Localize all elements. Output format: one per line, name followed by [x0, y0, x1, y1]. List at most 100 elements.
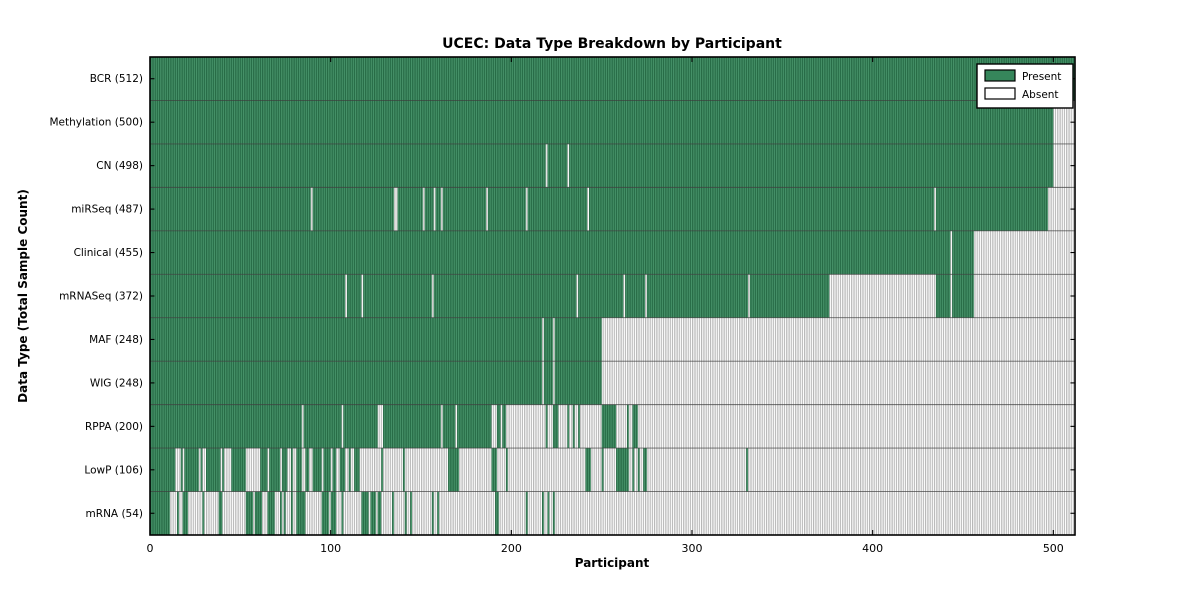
present-segment	[589, 187, 935, 231]
present-segment	[283, 491, 286, 535]
present-segment	[525, 491, 528, 535]
present-segment	[177, 491, 179, 535]
legend-label-present: Present	[1022, 71, 1061, 83]
row-mRNASeq	[150, 274, 974, 318]
chart-title: UCEC: Data Type Breakdown by Participant	[442, 36, 782, 52]
present-segment	[377, 491, 382, 535]
row-BCR	[150, 57, 1075, 101]
row-label: MAF (248)	[89, 334, 143, 346]
plot-area: 0 100 200 300 400 500 BCR (512) Methylation (50…	[49, 56, 1076, 555]
present-segment	[402, 448, 405, 492]
row-label: WIG (248)	[90, 377, 143, 389]
present-segment	[746, 448, 748, 492]
present-segment	[305, 448, 309, 492]
present-segment	[150, 230, 951, 275]
row-label: mRNA (54)	[86, 508, 143, 520]
row-CN	[150, 143, 1054, 188]
present-segment	[547, 491, 550, 535]
row-MAF	[150, 317, 602, 362]
row-miRSeq	[150, 187, 1048, 231]
x-tick-label: 200	[501, 542, 522, 555]
present-segment	[150, 361, 543, 405]
present-segment	[632, 404, 638, 449]
present-segment	[952, 274, 974, 318]
present-segment	[578, 274, 624, 318]
present-segment	[339, 448, 346, 492]
x-tick-label: 300	[681, 542, 702, 555]
present-segment	[269, 448, 281, 492]
present-segment	[397, 187, 423, 231]
present-segment	[296, 491, 306, 535]
present-segment	[496, 404, 501, 449]
present-segment	[245, 491, 253, 535]
present-segment	[552, 404, 559, 449]
present-segment	[547, 143, 568, 188]
present-segment	[527, 187, 588, 231]
present-segment	[543, 317, 553, 362]
present-segment	[150, 274, 346, 318]
present-segment	[435, 187, 441, 231]
row-Clinical	[150, 230, 974, 275]
present-segment	[267, 491, 275, 535]
present-segment	[431, 491, 434, 535]
present-segment	[554, 317, 602, 362]
row-label: Clinical (455)	[74, 247, 143, 259]
present-segment	[543, 361, 553, 405]
row-label: miRSeq (487)	[71, 204, 143, 216]
present-segment	[150, 143, 546, 188]
present-segment	[578, 404, 580, 449]
present-segment	[303, 404, 342, 449]
present-segment	[341, 491, 344, 535]
plot-frame	[149, 56, 1076, 536]
present-segment	[542, 491, 544, 535]
present-segment	[180, 448, 183, 492]
present-segment	[354, 448, 360, 492]
present-segment	[646, 274, 748, 318]
row-label: Methylation (500)	[49, 117, 143, 129]
present-segment	[632, 448, 635, 492]
present-segment	[260, 448, 268, 492]
row-Methylation	[150, 100, 1054, 144]
present-segment	[643, 448, 647, 492]
present-segment	[495, 491, 499, 535]
present-segment	[312, 187, 394, 231]
present-segment	[569, 143, 1054, 188]
present-segment	[448, 448, 459, 492]
present-segment	[231, 448, 246, 492]
row-mRNA	[150, 491, 555, 535]
present-segment	[332, 448, 337, 492]
present-segment	[323, 448, 331, 492]
present-segment	[554, 361, 602, 405]
present-segment	[281, 448, 288, 492]
present-segment	[290, 448, 293, 492]
present-segment	[502, 404, 506, 449]
present-segment	[545, 404, 548, 449]
present-segment	[150, 187, 311, 231]
legend-swatch-present	[984, 69, 1016, 82]
present-segment	[150, 57, 1075, 101]
present-segment	[424, 187, 434, 231]
present-segment	[280, 491, 282, 535]
present-segment	[343, 404, 378, 449]
present-segment	[383, 404, 441, 449]
row-label: BCR (512)	[90, 73, 143, 85]
present-segment	[206, 448, 221, 492]
present-segment	[312, 448, 322, 492]
present-segment	[749, 274, 830, 318]
legend-label-absent: Absent	[1022, 89, 1059, 101]
present-segment	[150, 491, 170, 535]
x-tick-label: 100	[320, 542, 341, 555]
row-WIG	[150, 361, 602, 405]
present-segment	[363, 274, 432, 318]
x-axis-label: Participant	[575, 556, 650, 570]
legend-swatch-absent	[984, 87, 1016, 100]
present-segment	[296, 448, 302, 492]
present-segment	[218, 491, 223, 535]
present-segment	[348, 448, 351, 492]
present-segment	[381, 448, 384, 492]
present-segment	[442, 404, 456, 449]
present-segment	[404, 491, 407, 535]
present-segment	[330, 491, 337, 535]
